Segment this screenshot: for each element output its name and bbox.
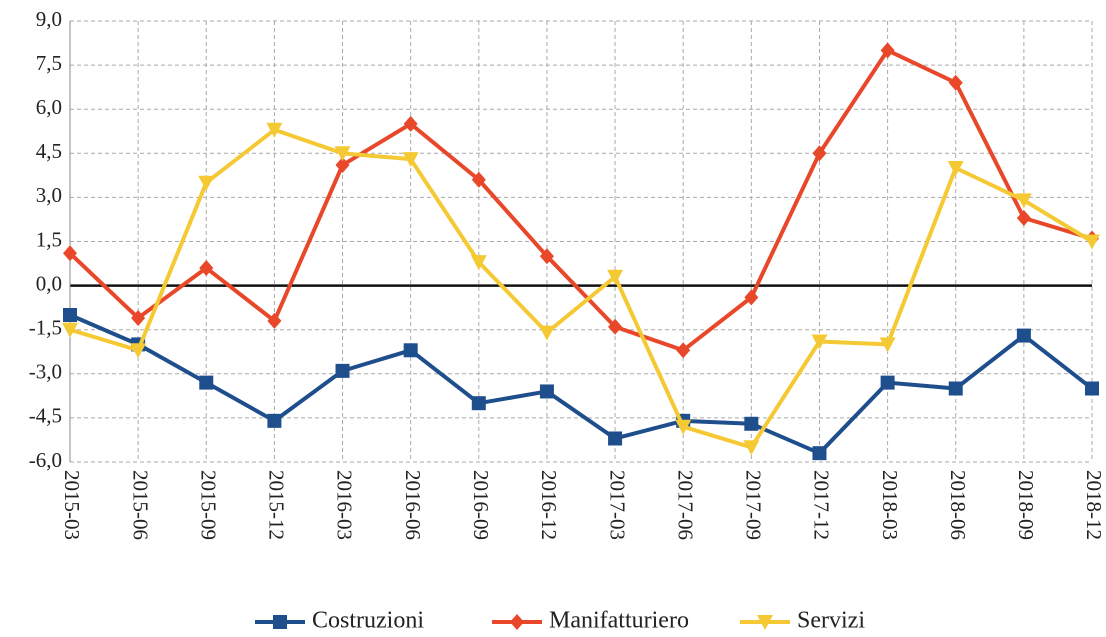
marker bbox=[757, 615, 773, 630]
marker bbox=[811, 334, 828, 350]
series-line bbox=[69, 127, 1094, 450]
marker bbox=[1015, 193, 1032, 209]
x-tick-label: 2017-06 bbox=[673, 470, 697, 540]
y-tick-label: 9,0 bbox=[36, 7, 62, 31]
marker bbox=[471, 171, 486, 188]
marker bbox=[947, 161, 964, 176]
marker bbox=[743, 440, 760, 456]
y-tick-label: 0,0 bbox=[36, 271, 62, 295]
marker bbox=[267, 312, 282, 329]
marker bbox=[266, 122, 283, 138]
y-tick-label: -4,5 bbox=[29, 404, 62, 428]
marker bbox=[608, 431, 623, 446]
y-tick-label: 6,0 bbox=[36, 95, 62, 119]
marker bbox=[63, 308, 77, 322]
marker bbox=[510, 614, 524, 630]
marker bbox=[403, 343, 418, 358]
marker bbox=[812, 446, 827, 461]
marker bbox=[948, 381, 963, 396]
marker bbox=[538, 325, 555, 341]
marker bbox=[812, 145, 827, 162]
marker bbox=[880, 375, 895, 390]
marker bbox=[335, 157, 350, 174]
marker bbox=[198, 175, 215, 191]
y-tick-label: 1,5 bbox=[36, 227, 62, 251]
marker bbox=[63, 245, 77, 262]
series-line bbox=[68, 48, 1093, 353]
marker bbox=[131, 309, 146, 326]
marker bbox=[471, 396, 486, 411]
x-tick-label: 2016-03 bbox=[333, 470, 357, 540]
marker bbox=[676, 342, 691, 359]
marker bbox=[403, 115, 418, 132]
marker bbox=[879, 337, 896, 353]
marker bbox=[539, 248, 554, 265]
x-tick-label: 2018-03 bbox=[878, 470, 902, 540]
legend-label: Manifatturiero bbox=[549, 608, 689, 634]
x-tick-label: 2015-03 bbox=[60, 470, 84, 540]
marker bbox=[1084, 234, 1100, 250]
x-tick-label: 2018-06 bbox=[946, 470, 970, 540]
marker bbox=[539, 384, 554, 399]
marker bbox=[199, 375, 214, 390]
marker bbox=[62, 322, 78, 338]
marker bbox=[675, 419, 692, 435]
x-tick-label: 2016-09 bbox=[469, 470, 493, 540]
marker bbox=[744, 289, 759, 306]
series-line bbox=[69, 313, 1094, 456]
y-tick-label: -6,0 bbox=[29, 448, 62, 472]
marker bbox=[744, 416, 759, 431]
x-tick-label: 2015-09 bbox=[196, 470, 220, 540]
marker bbox=[402, 152, 419, 168]
marker bbox=[1085, 381, 1099, 396]
x-tick-label: 2017-09 bbox=[742, 470, 766, 540]
marker bbox=[273, 615, 287, 629]
marker bbox=[334, 146, 351, 162]
x-tick-label: 2017-03 bbox=[605, 470, 629, 540]
y-tick-label: 7,5 bbox=[36, 51, 62, 75]
marker bbox=[199, 259, 214, 276]
marker bbox=[948, 74, 963, 91]
marker bbox=[1016, 209, 1031, 226]
x-tick-label: 2018-12 bbox=[1082, 470, 1106, 540]
marker bbox=[267, 413, 282, 428]
marker bbox=[880, 42, 895, 59]
x-tick-label: 2015-12 bbox=[265, 470, 289, 540]
x-tick-label: 2016-06 bbox=[401, 470, 425, 540]
marker bbox=[607, 269, 624, 285]
marker bbox=[608, 318, 623, 335]
y-tick-label: 4,5 bbox=[36, 139, 62, 163]
marker bbox=[470, 255, 487, 271]
y-tick-label: -3,0 bbox=[29, 360, 62, 384]
x-tick-label: 2015-06 bbox=[128, 470, 152, 540]
y-tick-label: 3,0 bbox=[36, 183, 62, 207]
legend-label: Servizi bbox=[797, 608, 865, 634]
x-tick-label: 2018-09 bbox=[1014, 470, 1038, 540]
x-tick-label: 2016-12 bbox=[537, 470, 561, 540]
legend-label: Costruzioni bbox=[312, 608, 424, 634]
marker bbox=[1016, 328, 1031, 343]
x-tick-label: 2017-12 bbox=[810, 470, 834, 540]
marker bbox=[130, 343, 147, 359]
y-tick-label: -1,5 bbox=[29, 316, 62, 340]
marker bbox=[335, 363, 350, 378]
